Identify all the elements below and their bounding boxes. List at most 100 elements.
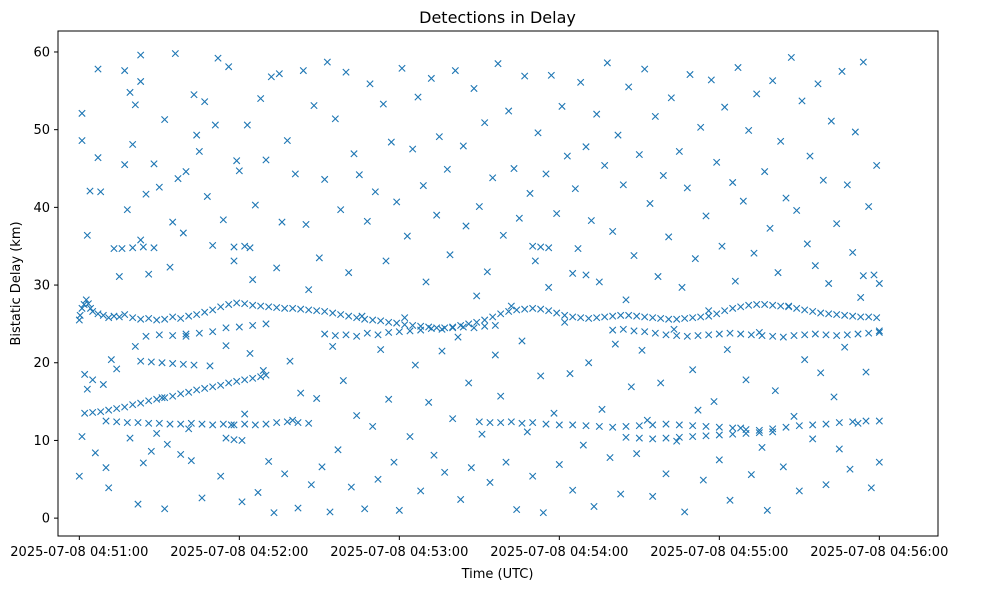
detection-marker: [161, 115, 169, 124]
detection-marker: [430, 451, 438, 459]
detection-marker: [862, 368, 870, 376]
detection-marker: [497, 310, 505, 318]
detection-marker: [675, 433, 683, 441]
detection-marker: [483, 268, 491, 276]
detection-marker: [105, 484, 113, 492]
detection-marker: [265, 303, 273, 311]
detection-marker: [318, 463, 326, 471]
detection-marker: [76, 311, 84, 319]
detection-marker: [97, 188, 105, 196]
detection-marker: [649, 435, 657, 443]
detection-marker: [582, 271, 590, 279]
detection-marker: [875, 328, 883, 337]
detection-marker: [542, 420, 550, 428]
detection-marker: [694, 406, 702, 414]
detection-marker: [715, 456, 723, 464]
detection-marker: [145, 314, 153, 323]
detection-marker: [155, 183, 163, 191]
detection-marker: [262, 420, 270, 428]
detection-marker: [862, 417, 870, 425]
detection-marker: [126, 434, 134, 442]
detection-marker: [529, 418, 537, 427]
detection-marker: [78, 432, 86, 441]
detection-marker: [345, 269, 353, 277]
detection-marker: [206, 362, 214, 370]
detection-marker: [305, 306, 313, 314]
x-axis-label: Time (UTC): [461, 567, 534, 582]
detection-marker: [326, 508, 334, 516]
y-axis: 0 10 20 30 40 50 60: [33, 45, 58, 527]
detection-marker: [262, 320, 270, 328]
detection-marker: [481, 119, 489, 127]
detection-marker: [521, 305, 529, 313]
detection-marker: [78, 136, 86, 145]
detection-marker: [673, 437, 681, 445]
detection-marker: [209, 306, 217, 314]
detection-marker: [270, 509, 278, 517]
detection-marker: [369, 422, 377, 431]
detection-marker: [217, 472, 225, 480]
detection-marker: [819, 176, 827, 184]
detection-marker: [147, 358, 155, 366]
detection-marker: [113, 365, 121, 373]
detection-marker: [81, 409, 89, 417]
detection-marker: [155, 331, 163, 339]
detection-marker: [246, 244, 254, 252]
detection-marker: [182, 330, 190, 338]
detection-marker: [755, 328, 763, 337]
detection-marker: [249, 301, 257, 309]
detection-marker: [662, 331, 670, 339]
detection-marker: [835, 418, 843, 427]
detection-marker: [342, 331, 350, 339]
detection-marker: [750, 249, 758, 257]
detection-marker: [230, 257, 238, 265]
detection-marker: [601, 313, 609, 321]
detection-marker: [307, 481, 315, 489]
detection-marker: [166, 420, 174, 428]
detection-marker: [233, 299, 241, 307]
detection-marker: [339, 377, 347, 385]
detection-marker: [545, 307, 553, 315]
detection-marker: [409, 145, 417, 153]
detection-marker: [89, 307, 97, 316]
detection-marker: [185, 388, 193, 396]
detection-marker: [254, 488, 262, 497]
detection-marker: [833, 310, 841, 319]
detection-marker: [454, 333, 462, 341]
detection-marker: [201, 308, 209, 316]
detection-marker: [390, 458, 398, 466]
detection-marker: [633, 312, 641, 320]
detection-marker: [638, 346, 646, 354]
detection-marker: [489, 174, 497, 182]
detection-marker: [854, 419, 862, 427]
detection-marker: [475, 202, 483, 211]
detection-marker: [446, 251, 454, 259]
detection-marker: [121, 310, 129, 319]
detection-marker: [137, 315, 145, 323]
detection-marker: [593, 314, 601, 322]
detection-marker: [793, 206, 801, 215]
detection-marker: [121, 67, 129, 75]
detection-marker: [310, 101, 318, 110]
detection-marker: [630, 251, 638, 260]
detection-marker: [694, 331, 702, 340]
detection-marker: [766, 224, 774, 232]
detection-marker: [555, 460, 563, 469]
detection-marker: [195, 329, 203, 337]
detection-marker: [137, 77, 145, 86]
detection-marker: [145, 270, 153, 278]
detection-marker: [651, 112, 659, 121]
detection-marker: [798, 97, 806, 105]
data-markers: [75, 49, 883, 517]
detection-marker: [121, 161, 129, 169]
detection-marker: [822, 481, 830, 489]
detection-marker: [550, 409, 558, 417]
detection-marker: [609, 326, 617, 334]
detection-marker: [833, 331, 841, 340]
detection-marker: [734, 63, 742, 72]
detection-marker: [102, 417, 110, 425]
detection-marker: [673, 331, 681, 340]
detection-marker: [473, 318, 481, 326]
detection-marker: [702, 212, 710, 220]
detection-marker: [545, 244, 553, 252]
